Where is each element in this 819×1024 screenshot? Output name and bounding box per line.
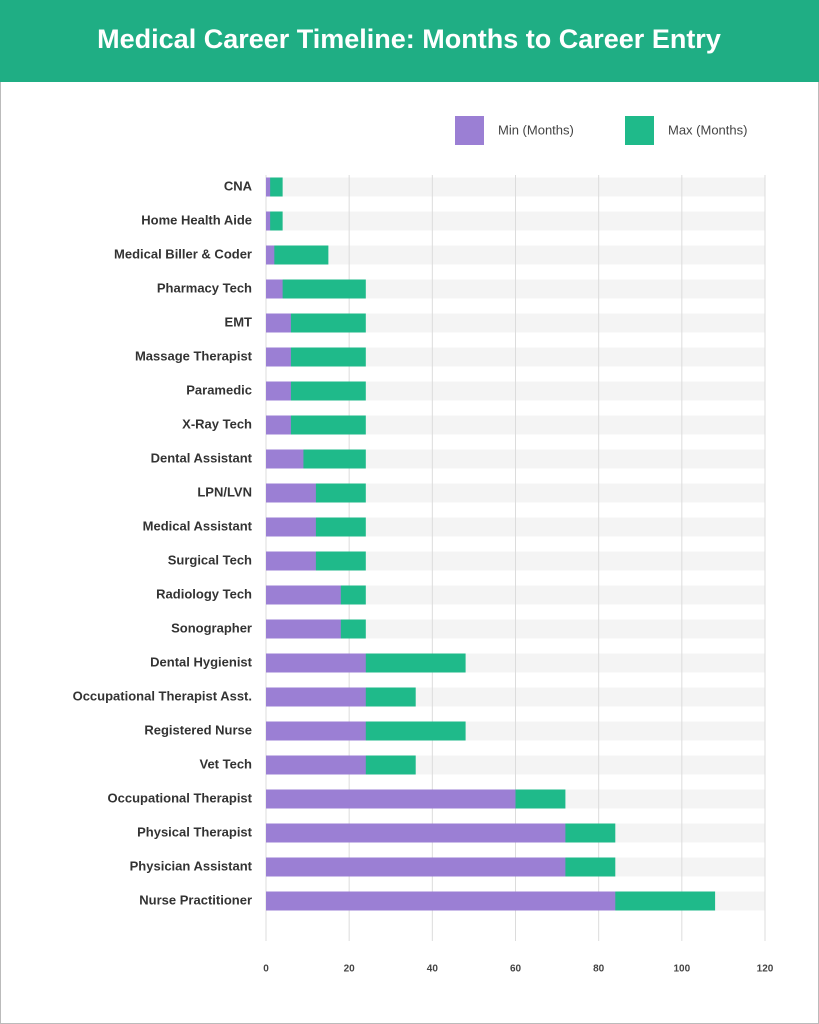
header-band (0, 0, 819, 82)
bar (266, 619, 341, 639)
bar (266, 177, 271, 197)
bar (266, 551, 316, 571)
category-label: Physical Therapist (137, 824, 253, 839)
category-label: Dental Hygienist (150, 654, 253, 669)
bar (266, 449, 304, 469)
x-tick-label: 20 (344, 964, 356, 975)
chart-title: Medical Career Timeline: Months to Caree… (97, 24, 721, 54)
bar (266, 585, 341, 605)
bar (266, 789, 516, 809)
category-label: Paramedic (186, 382, 252, 397)
category-label: Vet Tech (199, 756, 252, 771)
bar (266, 891, 616, 911)
bar (266, 415, 291, 435)
category-label: Pharmacy Tech (157, 280, 252, 295)
x-tick-label: 120 (757, 964, 774, 975)
bar (266, 245, 329, 265)
category-label: Physician Assistant (130, 858, 253, 873)
category-label: Medical Assistant (143, 518, 253, 533)
bar (266, 755, 366, 775)
x-tick-label: 100 (673, 964, 690, 975)
category-label: X-Ray Tech (182, 416, 252, 431)
bar (266, 517, 316, 537)
bar (266, 279, 283, 299)
bar (266, 823, 566, 843)
x-tick-label: 40 (427, 964, 439, 975)
category-label: Surgical Tech (168, 552, 252, 567)
bar (266, 347, 291, 367)
x-tick-label: 60 (510, 964, 522, 975)
bar (266, 483, 316, 503)
category-label: Nurse Practitioner (139, 892, 252, 907)
legend-swatch (455, 116, 484, 145)
bar (266, 857, 566, 877)
category-label: EMT (225, 314, 253, 329)
legend-label: Min (Months) (498, 122, 574, 137)
x-tick-label: 80 (593, 964, 605, 975)
category-label: Radiology Tech (156, 586, 252, 601)
bar (266, 721, 366, 741)
bar (266, 313, 291, 333)
category-label: Massage Therapist (135, 348, 253, 363)
bar (266, 279, 366, 299)
category-label: Dental Assistant (151, 450, 253, 465)
legend-label: Max (Months) (668, 122, 747, 137)
legend-swatch (625, 116, 654, 145)
bar (266, 245, 275, 265)
category-label: Medical Biller & Coder (114, 246, 252, 261)
bar (266, 687, 366, 707)
category-label: LPN/LVN (197, 484, 252, 499)
category-label: Sonographer (171, 620, 252, 635)
x-tick-label: 0 (263, 964, 269, 975)
category-label: Registered Nurse (144, 722, 252, 737)
bar (266, 211, 271, 231)
bar (266, 653, 366, 673)
category-label: Occupational Therapist Asst. (73, 688, 252, 703)
category-label: CNA (224, 178, 253, 193)
category-label: Occupational Therapist (108, 790, 253, 805)
category-label: Home Health Aide (141, 212, 252, 227)
bar (266, 381, 291, 401)
